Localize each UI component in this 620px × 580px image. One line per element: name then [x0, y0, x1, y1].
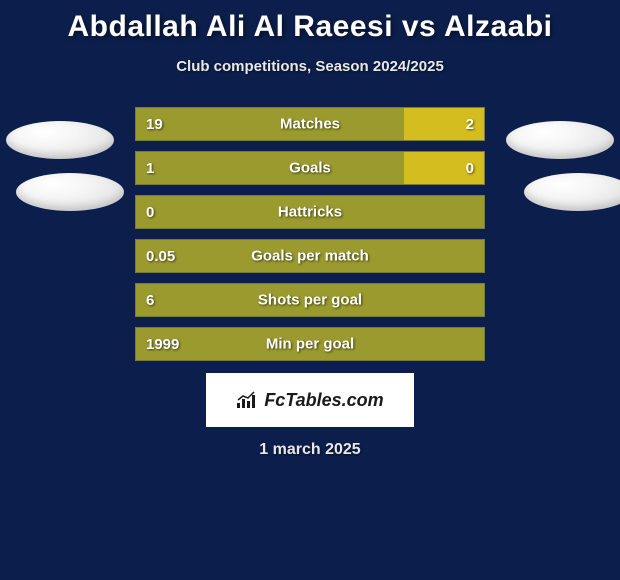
stat-row: 0.05Goals per match	[135, 239, 485, 273]
stat-label: Goals	[289, 160, 331, 177]
stat-right-value: 2	[404, 108, 484, 140]
stat-label: Goals per match	[251, 248, 369, 265]
stat-row: 1999Min per goal	[135, 327, 485, 361]
chart-icon	[236, 391, 258, 409]
logo-box[interactable]: FcTables.com	[206, 373, 414, 427]
stat-label: Matches	[280, 116, 340, 133]
stat-label: Shots per goal	[258, 292, 362, 309]
subtitle: Club competitions, Season 2024/2025	[0, 58, 620, 75]
stat-label: Min per goal	[266, 336, 354, 353]
player-avatar-left-2	[16, 173, 124, 211]
stat-right-value: 0	[404, 152, 484, 184]
date-label: 1 march 2025	[0, 441, 620, 459]
stat-left-value: 19	[136, 108, 404, 140]
player-avatar-right-1	[506, 121, 614, 159]
stat-row: 192 Matches	[135, 107, 485, 141]
stats-container: 192 Matches 10 Goals 0Hattricks 0.05Goals per…	[0, 107, 620, 459]
logo-label: FcTables.com	[264, 390, 383, 411]
stat-row: 0Hattricks	[135, 195, 485, 229]
player-avatar-left-1	[6, 121, 114, 159]
page-title: Abdallah Ali Al Raeesi vs Alzaabi	[0, 0, 620, 44]
stat-row: 10 Goals	[135, 151, 485, 185]
stat-label: Hattricks	[278, 204, 342, 221]
stat-row: 6Shots per goal	[135, 283, 485, 317]
stat-left-value: 1	[136, 152, 404, 184]
logo-text: FcTables.com	[236, 390, 383, 411]
